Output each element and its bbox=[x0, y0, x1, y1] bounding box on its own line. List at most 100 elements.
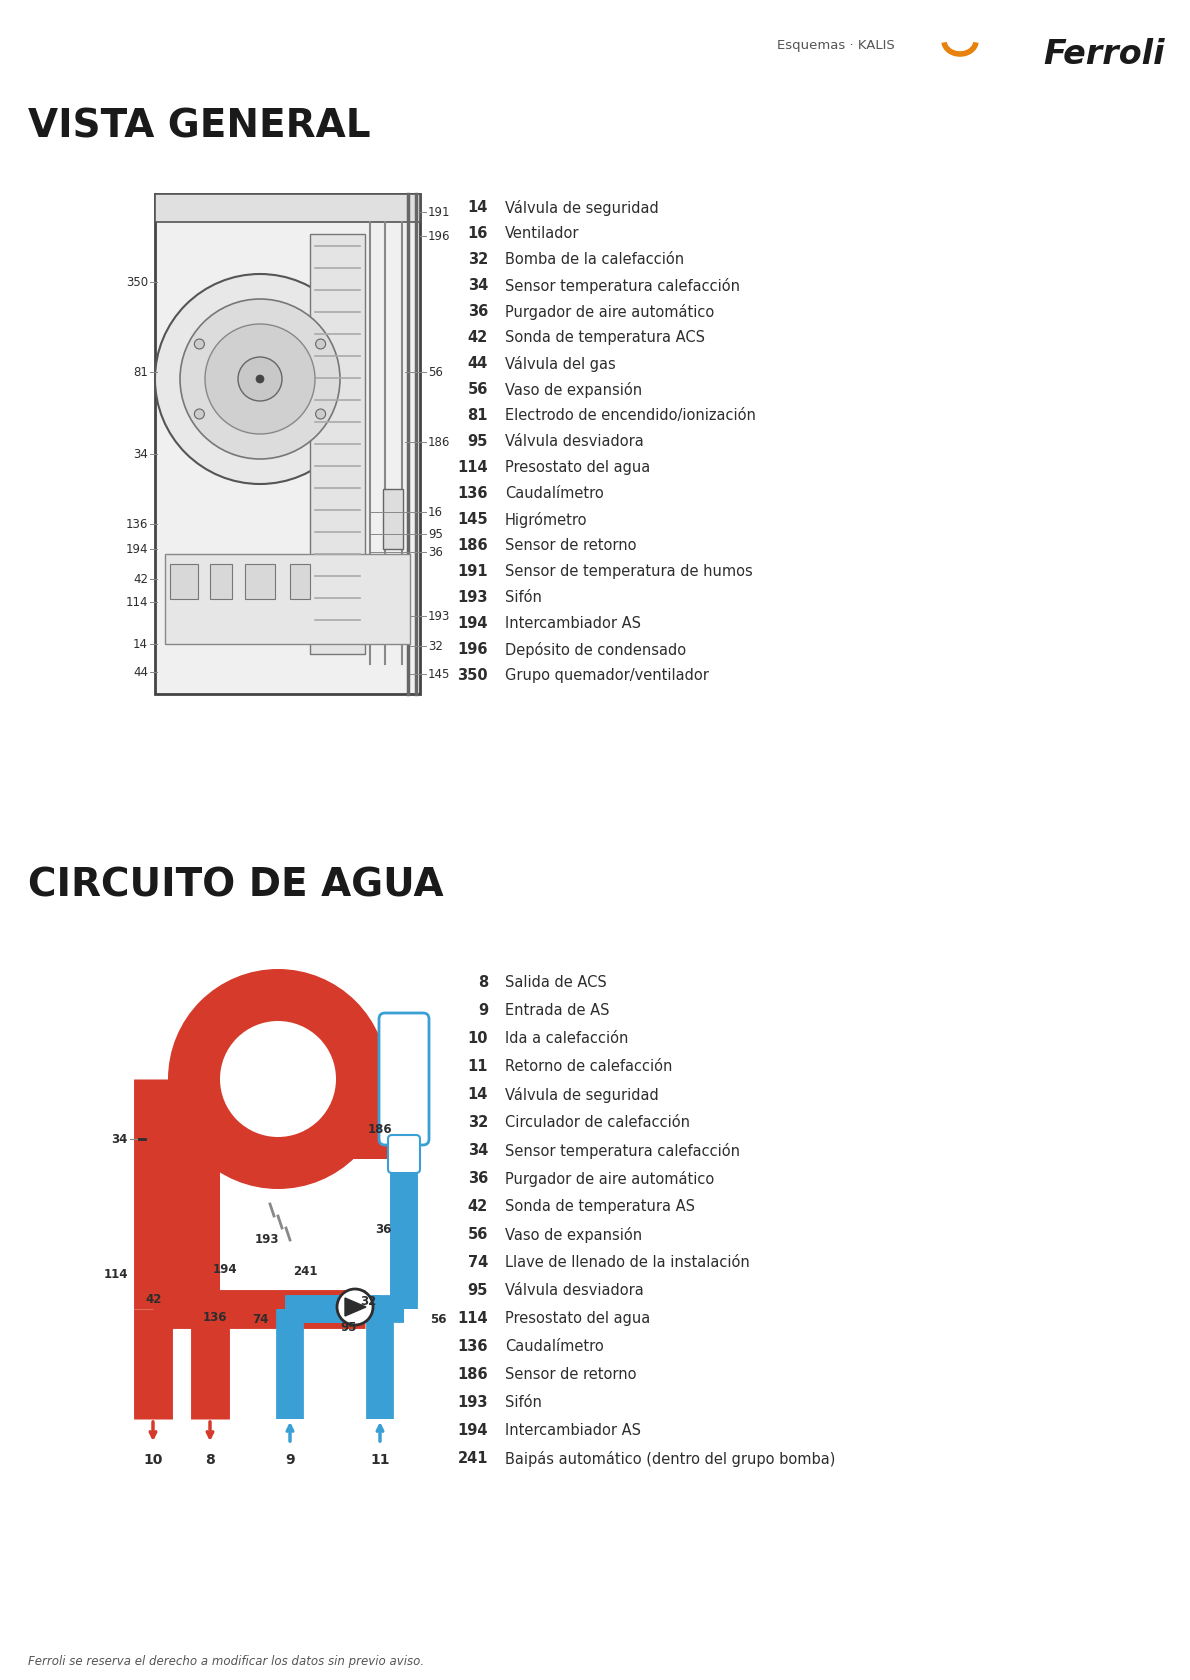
Text: Caudalímetro: Caudalímetro bbox=[505, 1339, 603, 1352]
Text: 114: 114 bbox=[125, 596, 148, 610]
Text: Sensor temperatura calefacción: Sensor temperatura calefacción bbox=[505, 277, 740, 294]
Text: 196: 196 bbox=[428, 230, 451, 244]
Text: Válvula de seguridad: Válvula de seguridad bbox=[505, 200, 659, 215]
Text: 32: 32 bbox=[428, 640, 443, 654]
Bar bbox=[245, 564, 275, 600]
Bar bbox=[155, 195, 420, 694]
Text: Válvula desviadora: Válvula desviadora bbox=[505, 1282, 644, 1297]
Text: 42: 42 bbox=[468, 329, 488, 344]
Text: 186: 186 bbox=[368, 1122, 393, 1136]
Text: 32: 32 bbox=[468, 1114, 488, 1129]
Text: 145: 145 bbox=[457, 512, 488, 528]
Text: Baipás automático (dentro del grupo bomba): Baipás automático (dentro del grupo bomb… bbox=[505, 1450, 835, 1467]
Circle shape bbox=[180, 299, 340, 460]
Text: 44: 44 bbox=[133, 665, 148, 679]
Bar bbox=[168, 1079, 220, 1309]
Circle shape bbox=[205, 324, 315, 435]
Text: 194: 194 bbox=[213, 1263, 237, 1275]
Text: 42: 42 bbox=[145, 1292, 162, 1305]
Text: Válvula del gas: Válvula del gas bbox=[505, 356, 615, 371]
Text: Grupo quemador/ventilador: Grupo quemador/ventilador bbox=[505, 667, 709, 682]
Text: 350: 350 bbox=[126, 276, 148, 289]
Text: 10: 10 bbox=[468, 1030, 488, 1045]
Text: 56: 56 bbox=[468, 381, 488, 396]
Text: 36: 36 bbox=[468, 1171, 488, 1186]
Text: Ida a calefacción: Ida a calefacción bbox=[505, 1030, 628, 1045]
Text: Sensor temperatura calefacción: Sensor temperatura calefacción bbox=[505, 1142, 740, 1158]
Text: 9: 9 bbox=[286, 1452, 295, 1467]
Text: 136: 136 bbox=[202, 1310, 227, 1324]
Text: Higrómetro: Higrómetro bbox=[505, 512, 588, 528]
Text: Válvula desviadora: Válvula desviadora bbox=[505, 433, 644, 449]
Text: 74: 74 bbox=[252, 1312, 268, 1326]
Text: Caudalímetro: Caudalímetro bbox=[505, 486, 603, 501]
Text: Ferroli se reserva el derecho a modificar los datos sin previo aviso.: Ferroli se reserva el derecho a modifica… bbox=[29, 1655, 424, 1667]
Text: 193: 193 bbox=[457, 590, 488, 605]
Text: Sifón: Sifón bbox=[505, 590, 541, 605]
Text: 193: 193 bbox=[255, 1233, 280, 1247]
Text: CIRCUITO DE AGUA: CIRCUITO DE AGUA bbox=[29, 867, 444, 904]
Text: 56: 56 bbox=[428, 366, 443, 380]
Text: 36: 36 bbox=[468, 304, 488, 319]
Text: Presostato del agua: Presostato del agua bbox=[505, 1310, 650, 1326]
Text: 136: 136 bbox=[457, 486, 488, 501]
Text: Vaso de expansión: Vaso de expansión bbox=[505, 381, 643, 398]
Text: Sensor de retorno: Sensor de retorno bbox=[505, 538, 637, 553]
FancyBboxPatch shape bbox=[388, 1136, 420, 1173]
Text: 10: 10 bbox=[143, 1452, 163, 1467]
Text: 14: 14 bbox=[468, 200, 488, 215]
Text: 194: 194 bbox=[457, 1423, 488, 1436]
Circle shape bbox=[155, 276, 365, 486]
Text: 81: 81 bbox=[468, 408, 488, 423]
Bar bbox=[383, 489, 403, 549]
Bar bbox=[209, 564, 232, 600]
Bar bbox=[155, 195, 420, 223]
Text: 8: 8 bbox=[205, 1452, 215, 1467]
Text: Entrada de AS: Entrada de AS bbox=[505, 1003, 609, 1018]
Circle shape bbox=[315, 339, 326, 349]
Text: 114: 114 bbox=[457, 460, 488, 475]
Text: 241: 241 bbox=[293, 1265, 318, 1278]
Text: Intercambiador AS: Intercambiador AS bbox=[505, 1423, 641, 1436]
Circle shape bbox=[194, 339, 205, 349]
Bar bbox=[336, 1079, 388, 1159]
Text: 191: 191 bbox=[428, 207, 451, 220]
Bar bbox=[170, 564, 198, 600]
Text: Válvula de seguridad: Válvula de seguridad bbox=[505, 1087, 659, 1102]
Text: 9: 9 bbox=[478, 1003, 488, 1018]
Text: 136: 136 bbox=[457, 1339, 488, 1352]
Text: 145: 145 bbox=[428, 669, 450, 680]
Text: 95: 95 bbox=[340, 1320, 357, 1334]
Bar bbox=[165, 554, 411, 645]
Text: Salida de ACS: Salida de ACS bbox=[505, 974, 607, 990]
Text: 186: 186 bbox=[457, 538, 488, 553]
Text: 16: 16 bbox=[468, 225, 488, 240]
Text: Sonda de temperatura AS: Sonda de temperatura AS bbox=[505, 1198, 695, 1213]
Text: Depósito de condensado: Depósito de condensado bbox=[505, 642, 687, 657]
Text: Vaso de expansión: Vaso de expansión bbox=[505, 1226, 643, 1242]
Text: 36: 36 bbox=[428, 546, 443, 559]
Text: 44: 44 bbox=[468, 356, 488, 371]
Text: 56: 56 bbox=[468, 1226, 488, 1242]
Text: Sonda de temperatura ACS: Sonda de temperatura ACS bbox=[505, 329, 704, 344]
Text: 56: 56 bbox=[430, 1312, 446, 1326]
Text: 136: 136 bbox=[126, 517, 148, 531]
Text: 11: 11 bbox=[468, 1058, 488, 1074]
Text: 186: 186 bbox=[457, 1366, 488, 1381]
Bar bbox=[311, 235, 365, 655]
Text: 95: 95 bbox=[468, 433, 488, 449]
Text: 95: 95 bbox=[468, 1282, 488, 1297]
Text: 34: 34 bbox=[133, 449, 148, 462]
Text: 32: 32 bbox=[468, 252, 488, 267]
Circle shape bbox=[220, 1021, 336, 1137]
Text: 114: 114 bbox=[104, 1268, 129, 1280]
Text: 42: 42 bbox=[133, 573, 148, 586]
Text: 36: 36 bbox=[375, 1223, 392, 1236]
Text: 241: 241 bbox=[457, 1450, 488, 1465]
Text: Retorno de calefacción: Retorno de calefacción bbox=[505, 1058, 672, 1074]
Text: 74: 74 bbox=[468, 1255, 488, 1270]
Circle shape bbox=[238, 358, 282, 402]
Text: 95: 95 bbox=[428, 528, 443, 541]
Text: Purgador de aire automático: Purgador de aire automático bbox=[505, 304, 714, 319]
Text: Sensor de retorno: Sensor de retorno bbox=[505, 1366, 637, 1381]
